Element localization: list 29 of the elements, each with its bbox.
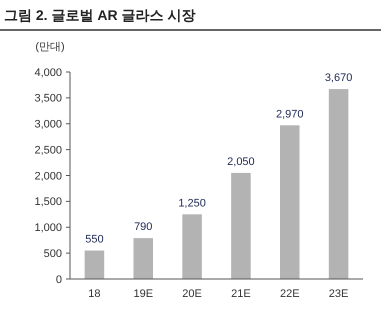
bar [280, 125, 300, 279]
y-tick-label: 1,500 [34, 196, 62, 208]
data-label: 790 [134, 221, 152, 234]
x-tick-label: 22E [280, 288, 300, 300]
x-tick-label: 23E [328, 288, 348, 300]
data-label: 550 [85, 234, 104, 246]
x-tick-label: 18 [88, 288, 101, 300]
bar [84, 250, 104, 279]
bar [328, 89, 348, 279]
y-tick-label: 2,000 [34, 170, 62, 182]
x-tick-label: 21E [231, 288, 251, 300]
data-label: 2,050 [227, 156, 255, 168]
chart-title: 그림 2. 글로벌 AR 글라스 시장 [4, 7, 196, 23]
y-tick-label: 3,000 [34, 118, 62, 131]
data-label: 1,250 [178, 197, 206, 210]
data-label: 2,970 [276, 108, 304, 120]
y-tick-label: 0 [56, 274, 62, 286]
x-tick-label: 20E [182, 288, 202, 300]
x-tick-label: 19E [133, 288, 154, 300]
bar [182, 214, 202, 279]
bar [231, 172, 251, 279]
y-tick-label: 1,000 [34, 222, 62, 234]
y-axis-title: (만대) [35, 41, 65, 53]
y-tick-label: 2,500 [34, 144, 62, 156]
y-tick-label: 500 [44, 248, 62, 260]
y-tick-label: 4,000 [34, 66, 62, 79]
bar [133, 238, 154, 279]
y-tick-label: 3,500 [34, 92, 62, 105]
data-label: 3,670 [324, 72, 352, 84]
